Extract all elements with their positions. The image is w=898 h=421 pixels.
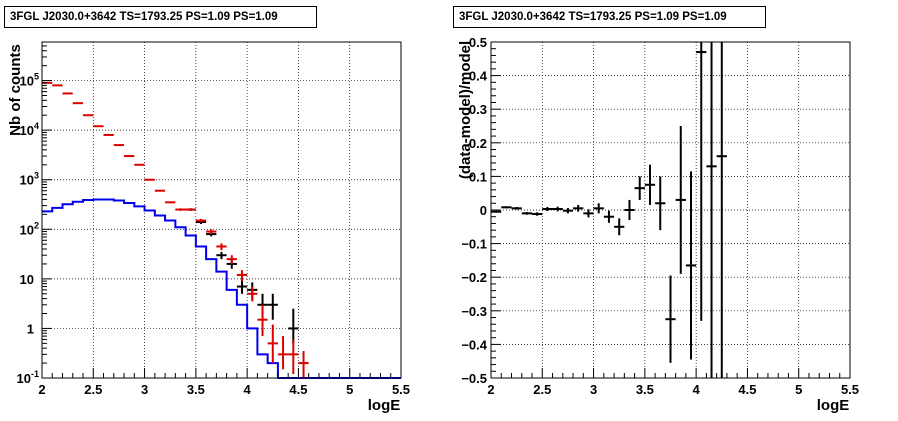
model-histogram-line [42, 198, 401, 379]
right-y-tick-label-2: −0.3 [461, 304, 487, 319]
right-y-tick-label-8: 0.3 [469, 102, 487, 117]
right-x-tick-label-7: 5.5 [841, 382, 859, 397]
right-y-tick-label-3: −0.2 [461, 270, 487, 285]
right-chart-title: 3FGL J2030.0+3642 TS=1793.25 PS=1.09 PS=… [453, 6, 766, 28]
right-x-tick-label-5: 4.5 [738, 382, 756, 397]
left-plot-frame [41, 41, 402, 379]
left-y-tick-label-2: 10 [20, 272, 34, 287]
right-y-tick-label-0: −0.5 [461, 371, 487, 386]
right-x-tick-label-0: 2 [487, 382, 494, 397]
left-y-tick-label-0: 10-1 [17, 369, 39, 386]
left-y-tick-label-1: 1 [27, 321, 34, 336]
left-y-tick-label-6: 105 [20, 72, 39, 89]
right-x-tick-label-4: 4 [693, 382, 701, 397]
left-x-tick-label-2: 3 [141, 382, 148, 397]
right-y-tick-label-1: −0.4 [461, 337, 487, 352]
left-chart-title: 3FGL J2030.0+3642 TS=1793.25 PS=1.09 PS=… [4, 6, 317, 28]
left-x-tick-label-4: 4 [244, 382, 252, 397]
left-x-tick-label-6: 5 [346, 382, 353, 397]
left-x-tick-label-0: 2 [38, 382, 45, 397]
left-x-tick-label-3: 3.5 [187, 382, 205, 397]
right-x-tick-label-1: 2.5 [533, 382, 551, 397]
right-x-tick-label-3: 3.5 [636, 382, 654, 397]
right-y-tick-label-6: 0.1 [469, 169, 487, 184]
right-y-tick-label-4: −0.1 [461, 237, 487, 252]
left-x-tick-label-5: 4.5 [289, 382, 307, 397]
right-x-axis-label: logE [817, 397, 850, 414]
left-x-axis-label: logE [368, 397, 401, 414]
right-x-tick-label-2: 3 [590, 382, 597, 397]
left-y-tick-label-4: 103 [20, 171, 39, 188]
right-x-tick-label-6: 5 [795, 382, 802, 397]
right-y-axis-label: (data-model)/model [457, 41, 474, 179]
left-y-axis-label: Nb of counts [7, 44, 24, 136]
left-x-tick-label-7: 5.5 [392, 382, 410, 397]
left-y-tick-label-5: 104 [20, 121, 39, 138]
right-y-tick-label-5: 0 [480, 203, 487, 218]
right-y-tick-label-10: 0.5 [469, 35, 487, 50]
right-y-tick-label-9: 0.4 [469, 69, 488, 84]
left-x-tick-label-1: 2.5 [84, 382, 102, 397]
right-y-tick-label-7: 0.2 [469, 136, 487, 151]
left-y-tick-label-3: 102 [20, 220, 39, 237]
